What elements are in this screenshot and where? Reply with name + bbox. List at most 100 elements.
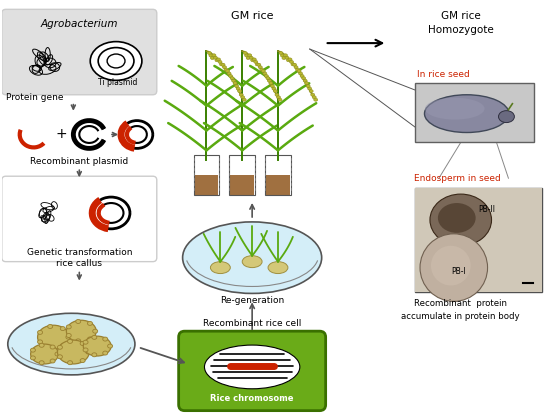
Ellipse shape <box>306 85 310 88</box>
Ellipse shape <box>75 319 80 324</box>
Ellipse shape <box>235 85 238 88</box>
Ellipse shape <box>249 56 253 59</box>
Ellipse shape <box>283 54 288 57</box>
Ellipse shape <box>242 256 262 267</box>
Ellipse shape <box>309 89 313 93</box>
Ellipse shape <box>268 262 288 274</box>
Ellipse shape <box>314 98 318 101</box>
Ellipse shape <box>218 60 222 63</box>
FancyBboxPatch shape <box>230 175 254 195</box>
Ellipse shape <box>219 63 224 66</box>
FancyBboxPatch shape <box>195 175 218 195</box>
Ellipse shape <box>50 345 55 349</box>
Ellipse shape <box>80 359 85 363</box>
Ellipse shape <box>300 74 304 77</box>
Ellipse shape <box>86 350 91 354</box>
Ellipse shape <box>282 57 286 59</box>
Ellipse shape <box>66 320 96 342</box>
Ellipse shape <box>272 87 276 90</box>
Ellipse shape <box>281 54 284 57</box>
Ellipse shape <box>57 355 62 359</box>
Ellipse shape <box>266 77 270 80</box>
Ellipse shape <box>291 63 295 66</box>
Bar <box>415 83 534 142</box>
Ellipse shape <box>67 339 73 343</box>
Text: Recombinant  protein
accumulate in protein body: Recombinant protein accumulate in protei… <box>401 300 520 321</box>
Text: Agrobacterium: Agrobacterium <box>40 19 118 29</box>
Ellipse shape <box>225 69 230 72</box>
FancyBboxPatch shape <box>179 331 325 411</box>
Text: In rice seed: In rice seed <box>417 70 470 79</box>
Ellipse shape <box>31 356 36 360</box>
Ellipse shape <box>261 69 265 72</box>
Ellipse shape <box>66 334 71 337</box>
Ellipse shape <box>83 340 88 344</box>
Ellipse shape <box>83 336 111 356</box>
Ellipse shape <box>48 346 53 350</box>
Ellipse shape <box>295 68 300 71</box>
Ellipse shape <box>248 54 252 57</box>
Ellipse shape <box>243 52 247 54</box>
Ellipse shape <box>438 203 476 233</box>
Ellipse shape <box>227 72 231 75</box>
Ellipse shape <box>66 335 71 339</box>
Ellipse shape <box>215 59 219 62</box>
Ellipse shape <box>498 111 514 123</box>
Ellipse shape <box>48 324 53 329</box>
Ellipse shape <box>269 82 273 85</box>
Ellipse shape <box>92 329 98 333</box>
Ellipse shape <box>257 63 261 66</box>
Ellipse shape <box>80 342 85 345</box>
FancyBboxPatch shape <box>2 176 157 262</box>
Ellipse shape <box>107 54 125 68</box>
Ellipse shape <box>103 337 108 341</box>
Ellipse shape <box>288 58 292 61</box>
Ellipse shape <box>60 327 65 331</box>
Ellipse shape <box>251 59 255 62</box>
Text: GM rice: GM rice <box>231 11 274 21</box>
Text: Recombinant plasmid: Recombinant plasmid <box>30 157 129 166</box>
Text: Rice chromosome: Rice chromosome <box>211 394 294 403</box>
Text: PB-II: PB-II <box>479 206 496 215</box>
Ellipse shape <box>98 47 134 74</box>
FancyBboxPatch shape <box>2 9 157 95</box>
Ellipse shape <box>275 93 279 96</box>
Ellipse shape <box>276 96 281 99</box>
Ellipse shape <box>221 63 225 66</box>
Ellipse shape <box>229 74 232 77</box>
Bar <box>415 188 542 292</box>
Ellipse shape <box>303 79 307 82</box>
Ellipse shape <box>289 60 294 63</box>
Ellipse shape <box>57 340 89 364</box>
Ellipse shape <box>211 57 214 59</box>
Ellipse shape <box>90 42 142 80</box>
Ellipse shape <box>92 353 97 357</box>
Ellipse shape <box>239 93 243 96</box>
Ellipse shape <box>60 344 65 348</box>
FancyBboxPatch shape <box>266 175 290 195</box>
Ellipse shape <box>223 66 226 69</box>
Ellipse shape <box>55 352 60 356</box>
Ellipse shape <box>287 59 290 62</box>
Ellipse shape <box>209 54 213 57</box>
Ellipse shape <box>237 89 242 93</box>
Ellipse shape <box>254 60 258 63</box>
Text: Genetic transformation
rice callus: Genetic transformation rice callus <box>27 248 132 268</box>
Bar <box>415 188 542 292</box>
Ellipse shape <box>88 322 92 325</box>
Ellipse shape <box>312 96 316 99</box>
Ellipse shape <box>305 82 309 85</box>
Ellipse shape <box>231 79 236 82</box>
Ellipse shape <box>31 348 36 352</box>
Ellipse shape <box>67 361 73 365</box>
Ellipse shape <box>212 54 216 57</box>
Ellipse shape <box>38 340 43 344</box>
Ellipse shape <box>252 58 256 61</box>
Text: Re-generation: Re-generation <box>220 297 284 305</box>
Ellipse shape <box>311 93 315 96</box>
Circle shape <box>420 234 487 301</box>
Ellipse shape <box>38 330 43 334</box>
Ellipse shape <box>270 85 275 88</box>
Text: GM rice
Homozygote: GM rice Homozygote <box>428 11 493 35</box>
Ellipse shape <box>424 95 509 133</box>
